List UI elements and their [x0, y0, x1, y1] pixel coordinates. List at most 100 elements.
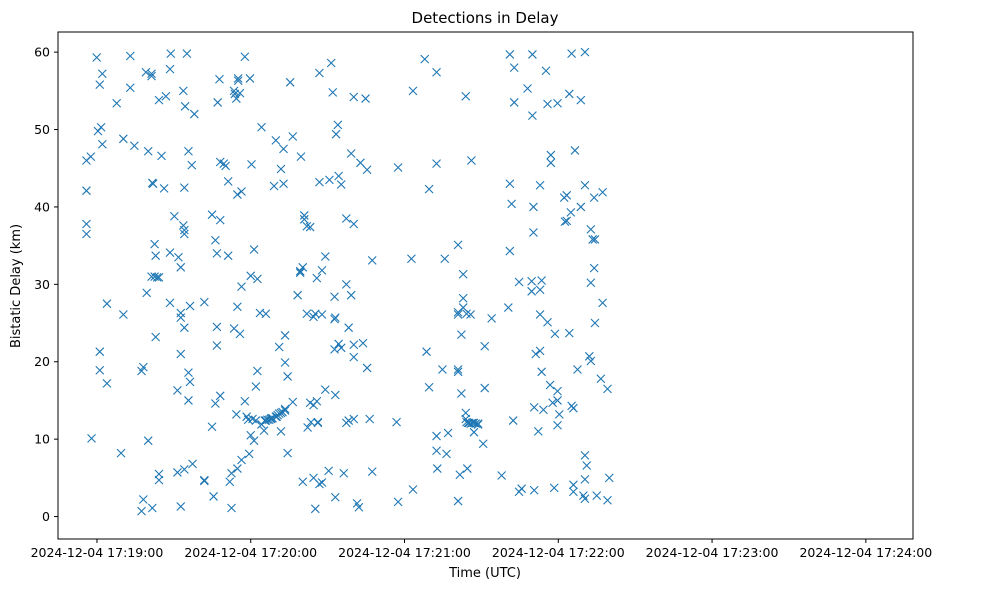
- data-point-marker: [280, 406, 290, 415]
- data-point-marker: [535, 180, 545, 190]
- x-tick-label: 2024-12-04 17:21:00: [338, 545, 471, 560]
- data-point-marker: [253, 366, 262, 376]
- data-point-marker: [330, 314, 339, 324]
- data-point-marker: [257, 122, 266, 132]
- data-point-marker: [471, 419, 481, 429]
- data-point-marker: [358, 338, 368, 348]
- data-point-marker: [276, 164, 286, 174]
- data-point-marker: [165, 298, 175, 308]
- data-point-marker: [283, 372, 293, 381]
- data-point-marker: [393, 497, 403, 507]
- data-point-marker: [325, 175, 334, 185]
- data-point-marker: [82, 229, 91, 239]
- data-point-marker: [346, 290, 356, 300]
- data-point-marker: [312, 273, 322, 283]
- data-point-marker: [93, 126, 103, 136]
- data-point-marker: [295, 268, 305, 278]
- y-tick-label: 10: [34, 432, 50, 447]
- data-point-marker: [274, 342, 284, 352]
- data-point-marker: [453, 365, 463, 374]
- data-point-marker: [184, 146, 193, 156]
- data-point-marker: [102, 299, 112, 309]
- data-point-marker: [580, 494, 590, 504]
- data-point-marker: [590, 318, 600, 328]
- data-point-marker: [82, 219, 91, 229]
- data-point-marker: [245, 74, 255, 83]
- data-point-marker: [424, 382, 434, 392]
- x-axis: 2024-12-04 17:19:00 2024-12-04 17:20:00 20…: [31, 539, 932, 560]
- data-point-marker: [528, 50, 537, 59]
- data-point-marker: [569, 480, 578, 490]
- data-point-marker: [215, 391, 225, 401]
- data-point-marker: [227, 468, 236, 478]
- data-point-marker: [392, 417, 401, 427]
- data-point-marker: [584, 351, 594, 361]
- data-point-marker: [212, 322, 222, 332]
- data-point-marker: [523, 84, 532, 93]
- y-tick-label: 30: [34, 277, 50, 292]
- data-point-marker: [142, 288, 152, 298]
- data-point-marker: [580, 451, 590, 460]
- data-point-marker: [473, 419, 483, 429]
- data-point-marker: [118, 134, 128, 144]
- data-point-marker: [95, 347, 105, 357]
- data-point-marker: [207, 210, 217, 220]
- data-point-marker: [533, 427, 543, 436]
- data-point-marker: [535, 285, 545, 295]
- data-point-marker: [166, 49, 176, 59]
- data-point-marker: [251, 416, 261, 425]
- data-point-marker: [341, 214, 351, 223]
- data-point-marker: [438, 365, 447, 374]
- data-point-marker: [315, 479, 324, 489]
- data-point-marker: [261, 309, 271, 319]
- data-point-marker: [247, 159, 256, 169]
- data-point-marker: [330, 313, 340, 323]
- data-point-marker: [302, 309, 312, 319]
- data-point-marker: [553, 420, 562, 430]
- data-point-marker: [178, 86, 188, 96]
- data-point-marker: [527, 276, 537, 286]
- data-point-marker: [562, 190, 572, 200]
- data-point-marker: [174, 252, 183, 262]
- data-point-marker: [462, 464, 472, 473]
- data-point-marker: [215, 215, 225, 225]
- data-point-marker: [161, 91, 171, 101]
- data-point-marker: [235, 88, 245, 98]
- data-point-marker: [315, 177, 324, 187]
- data-point-marker: [531, 349, 541, 359]
- data-point-marker: [537, 367, 547, 377]
- data-point-marker: [96, 122, 106, 132]
- data-point-marker: [509, 63, 519, 72]
- data-point-marker: [362, 165, 372, 175]
- data-point-marker: [176, 313, 186, 323]
- x-tick-label: 2024-12-04 17:23:00: [646, 545, 779, 560]
- data-point-marker: [553, 98, 562, 108]
- data-point-marker: [497, 471, 507, 480]
- data-point-marker: [336, 180, 346, 189]
- data-point-marker: [302, 221, 312, 231]
- x-tick-label: 2024-12-04 17:24:00: [799, 545, 932, 560]
- data-point-marker: [564, 328, 574, 338]
- data-point-marker: [507, 199, 517, 209]
- data-point-marker: [354, 502, 364, 512]
- data-point-marker: [432, 464, 442, 473]
- data-point-marker: [207, 422, 217, 432]
- data-point-marker: [480, 383, 490, 393]
- data-point-marker: [505, 246, 515, 256]
- data-point-marker: [442, 449, 451, 459]
- data-point-marker: [548, 398, 558, 408]
- data-point-marker: [457, 389, 466, 398]
- data-point-marker: [159, 183, 169, 193]
- data-point-marker: [312, 396, 322, 406]
- data-point-marker: [554, 409, 564, 419]
- data-point-marker: [185, 301, 195, 311]
- data-point-marker: [184, 396, 193, 405]
- data-point-marker: [508, 416, 518, 425]
- data-point-marker: [237, 282, 246, 292]
- data-point-marker: [233, 190, 242, 199]
- chart-title: Detections in Delay: [412, 9, 559, 27]
- data-point-marker: [138, 362, 148, 372]
- data-point-marker: [231, 94, 241, 103]
- data-point-marker: [333, 120, 343, 130]
- data-point-marker: [176, 262, 186, 272]
